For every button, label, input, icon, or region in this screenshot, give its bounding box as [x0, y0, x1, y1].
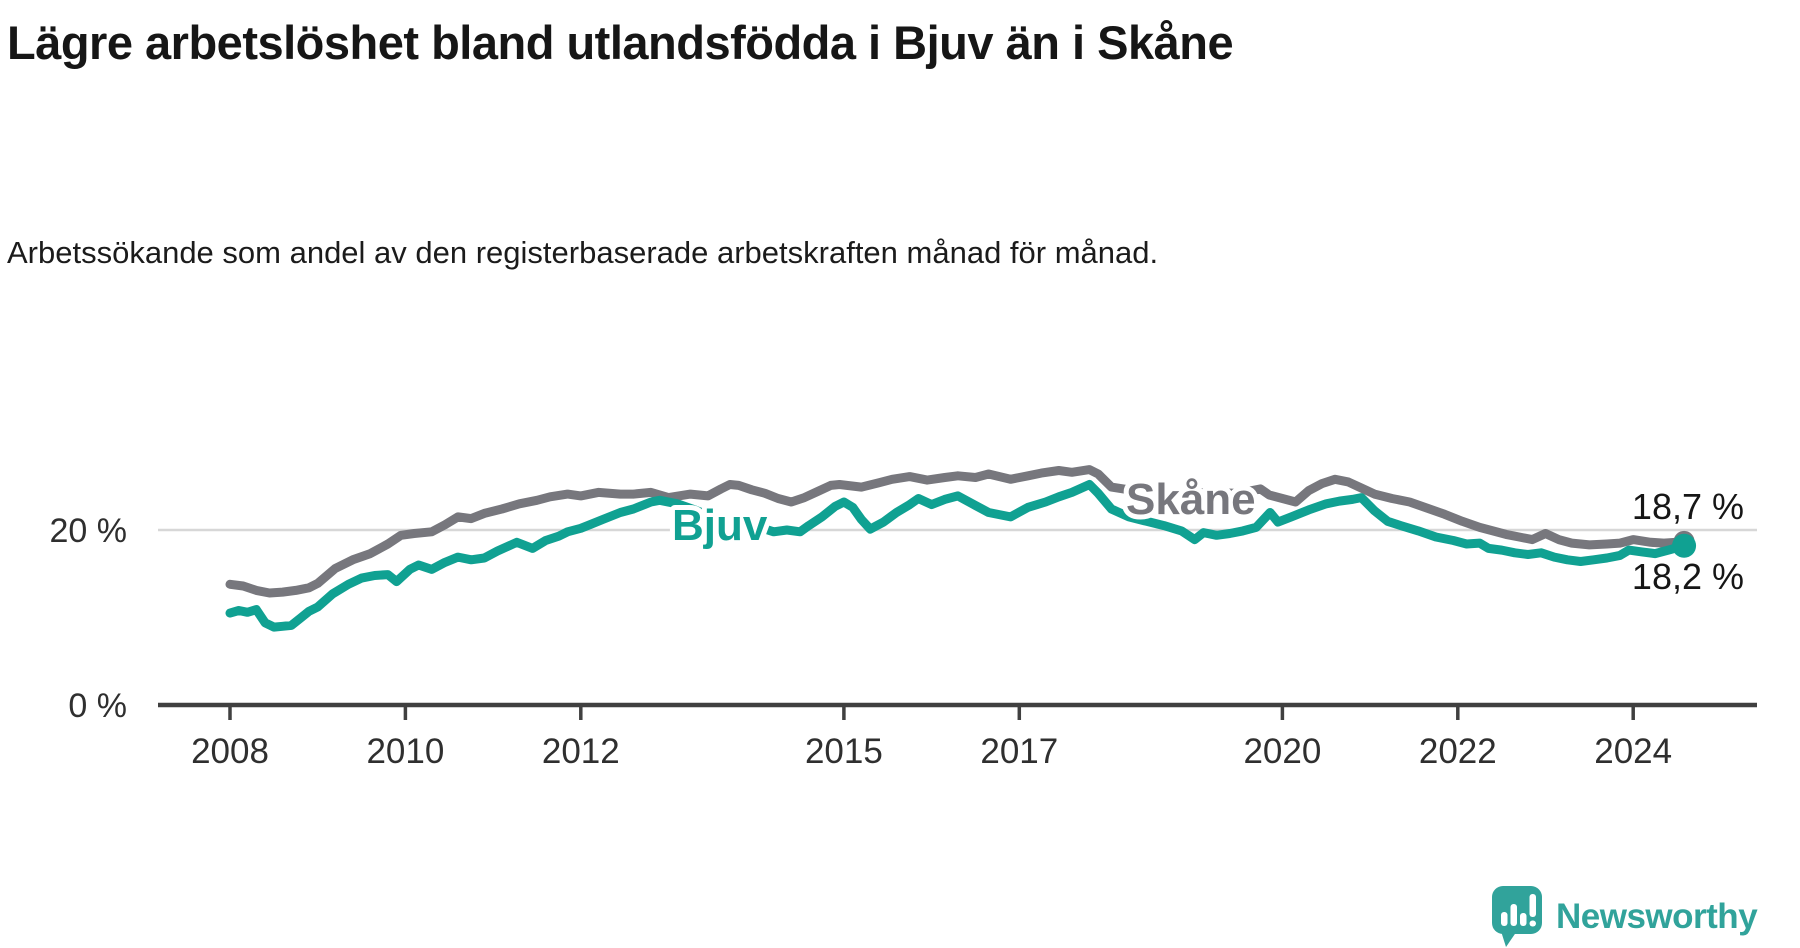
chart-subtitle: Arbetssökande som andel av den registerb…: [7, 235, 1159, 270]
y-tick-label-20: 20 %: [50, 512, 128, 550]
logo-bar-2: [1510, 904, 1517, 926]
bjuv-end-dot: [1672, 533, 1697, 558]
logo-exclamation-dot: [1529, 920, 1536, 927]
series-lines: [225, 465, 1689, 632]
bjuv-line: [225, 480, 1689, 632]
series-end-dots: [1672, 530, 1697, 558]
x-axis-ticks: 2008 2010 2012 2015 2017 2020 2022 2024: [191, 705, 1672, 771]
x-tick-label: 2015: [805, 732, 883, 771]
newsworthy-logo-text: Newsworthy: [1556, 897, 1758, 936]
x-tick-label: 2012: [542, 732, 620, 771]
newsworthy-logo[interactable]: Newsworthy: [1492, 886, 1759, 947]
x-tick-label: 2010: [366, 732, 444, 771]
skane-end-value-label: 18,7 %: [1632, 486, 1744, 527]
x-tick-label: 2020: [1243, 732, 1321, 771]
logo-exclamation-stem: [1529, 894, 1536, 917]
x-tick-label: 2017: [980, 732, 1058, 771]
y-tick-label-0: 0 %: [68, 687, 127, 725]
logo-bar-3: [1520, 913, 1527, 926]
x-tick-label: 2022: [1419, 732, 1497, 771]
bjuv-series-label: Bjuv: [672, 501, 768, 550]
newsworthy-logo-icon: [1492, 886, 1542, 947]
page-title: Lägre arbetslöshet bland utlandsfödda i …: [7, 16, 1234, 69]
x-tick-label: 2024: [1594, 732, 1672, 771]
logo-bar-1: [1501, 912, 1508, 926]
skane-series-label: Skåne: [1126, 475, 1256, 524]
skane-line: [225, 465, 1689, 598]
x-tick-label: 2008: [191, 732, 269, 771]
bjuv-end-value-label: 18,2 %: [1632, 556, 1744, 597]
